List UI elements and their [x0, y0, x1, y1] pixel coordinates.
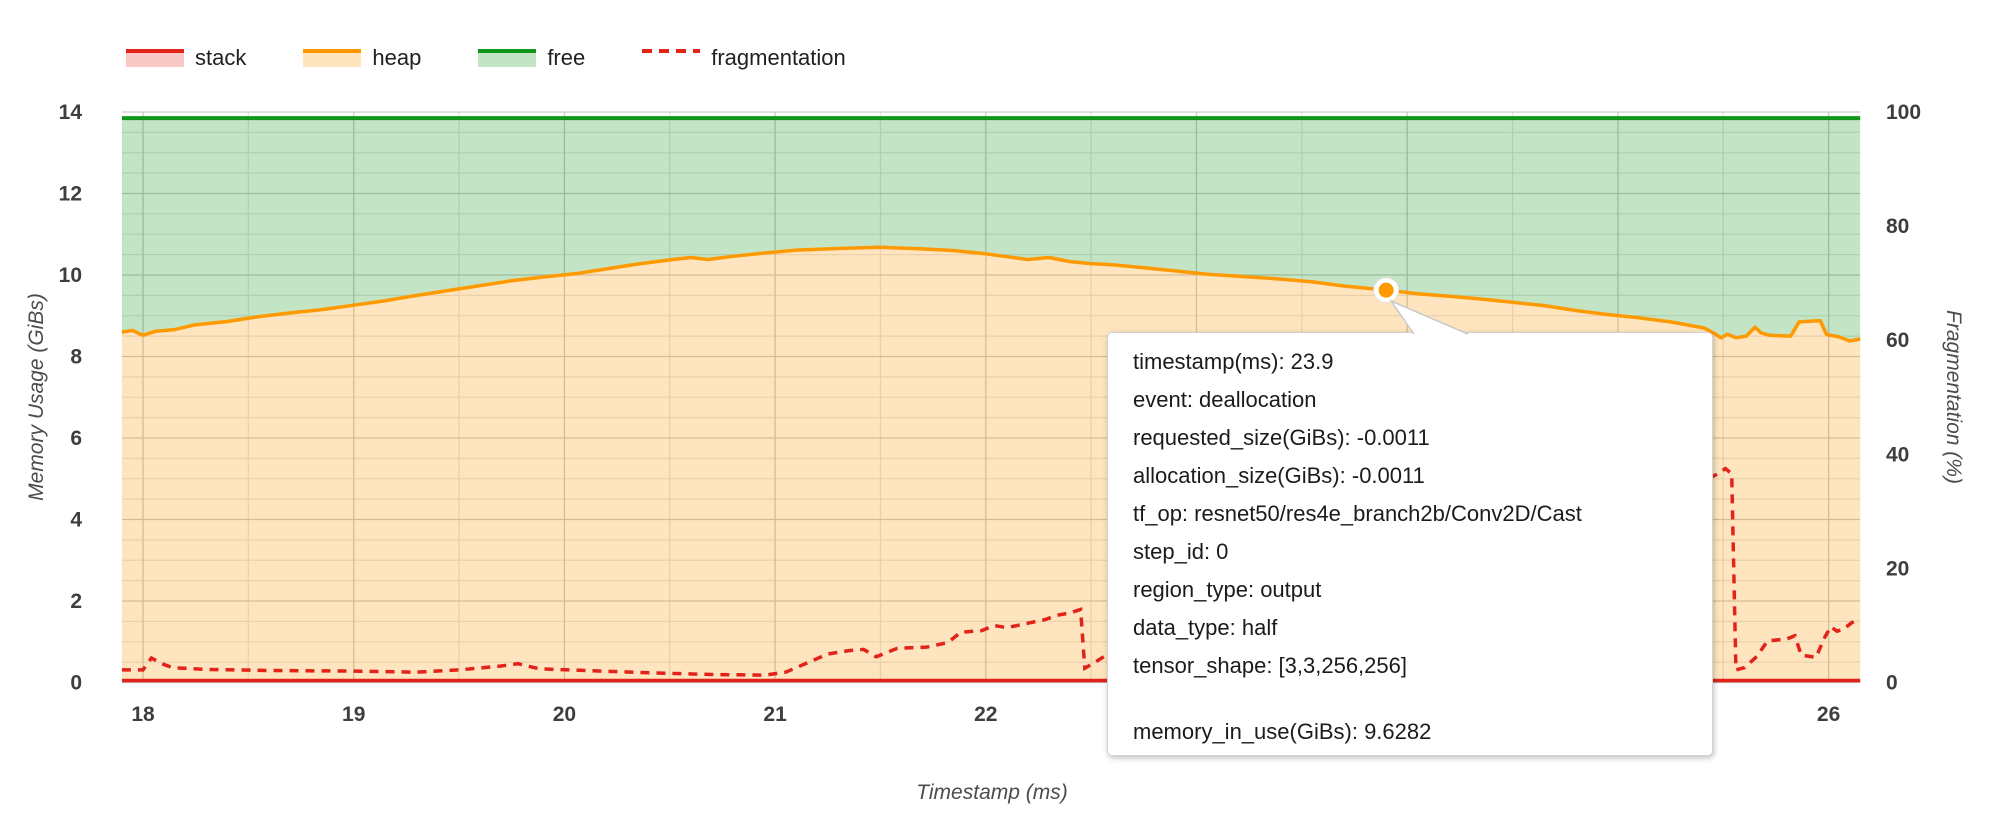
legend-swatch-heap-icon	[303, 49, 362, 67]
legend-label: heap	[372, 45, 422, 70]
tooltip-line: data_type: half	[1133, 615, 1278, 640]
legend-swatch-free-icon	[478, 49, 537, 67]
series-heap-line	[121, 245, 1861, 343]
tooltip-spacer	[1133, 685, 1694, 713]
y-right-tick-label: 100	[1886, 101, 1921, 124]
tooltip-line: tensor_shape: [3,3,256,256]	[1133, 653, 1407, 678]
y-left-tick-label: 4	[70, 509, 82, 532]
selected-point-marker[interactable]	[1378, 282, 1394, 298]
tooltip-line: requested_size(GiBs): -0.0011	[1133, 425, 1430, 450]
x-tick-label: 18	[131, 703, 155, 726]
y-left-tick-label: 12	[59, 183, 82, 206]
series-free-area	[121, 118, 1861, 341]
y-right-tick-label: 80	[1886, 215, 1909, 238]
legend-fill-stack-icon	[126, 53, 184, 67]
series-fragmentation-line	[121, 466, 1861, 677]
y-left-tick-label: 0	[70, 672, 82, 695]
legend-swatch-fragmentation-icon	[642, 49, 701, 67]
y-left-tick-label: 8	[70, 346, 82, 369]
y-right-tick-label: 40	[1886, 443, 1909, 466]
tooltip-line: region_type: output	[1133, 577, 1322, 602]
legend-label: free	[547, 45, 586, 70]
tooltip-line: memory_in_use(GiBs): 9.6282	[1133, 719, 1432, 744]
legend-item-free[interactable]: free	[478, 47, 585, 69]
datapoint-tooltip: timestamp(ms): 23.9 event: deallocation re…	[1107, 332, 1713, 756]
x-axis-title: Timestamp (ms)	[916, 781, 1068, 804]
legend-line-stack-icon	[126, 49, 184, 53]
legend-swatch-stack-icon	[126, 49, 184, 67]
y-right-axis-title: Fragmentation (%)	[1942, 310, 1965, 484]
x-tick-label: 19	[342, 703, 365, 726]
tooltip-line: allocation_size(GiBs): -0.0011	[1133, 463, 1425, 488]
legend-label: fragmentation	[711, 45, 846, 70]
legend-label: stack	[195, 45, 247, 70]
y-left-axis-title: Memory Usage (GiBs)	[25, 293, 48, 501]
y-right-tick-label: 0	[1886, 672, 1898, 695]
tooltip-line: step_id: 0	[1133, 539, 1229, 564]
x-tick-label: 21	[763, 703, 787, 726]
legend-fill-free-icon	[478, 53, 537, 67]
y-left-tick-label: 2	[70, 590, 82, 613]
x-tick-label: 20	[553, 703, 576, 726]
legend-line-fragmentation-icon	[642, 49, 701, 53]
y-left-tick-label: 6	[70, 427, 82, 450]
legend-fill-heap-icon	[303, 53, 362, 67]
legend-item-stack[interactable]: stack	[126, 47, 246, 69]
selected-point-marker-group	[1373, 277, 1400, 304]
legend-item-fragmentation[interactable]: fragmentation	[642, 47, 846, 69]
x-tick-label: 22	[974, 703, 997, 726]
legend-line-free-icon	[478, 49, 537, 53]
y-left-tick-label: 14	[59, 101, 83, 124]
y-left-tick-label: 10	[59, 264, 82, 287]
legend-line-heap-icon	[303, 49, 362, 53]
y-right-tick-label: 20	[1886, 557, 1909, 580]
tooltip-line: tf_op: resnet50/res4e_branch2b/Conv2D/Ca…	[1133, 501, 1582, 526]
y-right-tick-label: 60	[1886, 329, 1909, 352]
tooltip-line: event: deallocation	[1133, 387, 1317, 412]
x-tick-label: 26	[1817, 703, 1840, 726]
legend-item-heap[interactable]: heap	[303, 47, 421, 69]
gridlines-major	[121, 111, 1861, 684]
chart-legend: stack heap free fragmentation	[126, 47, 846, 69]
tooltip-line: timestamp(ms): 23.9	[1133, 349, 1334, 374]
tooltip-pointer	[1388, 299, 1469, 335]
